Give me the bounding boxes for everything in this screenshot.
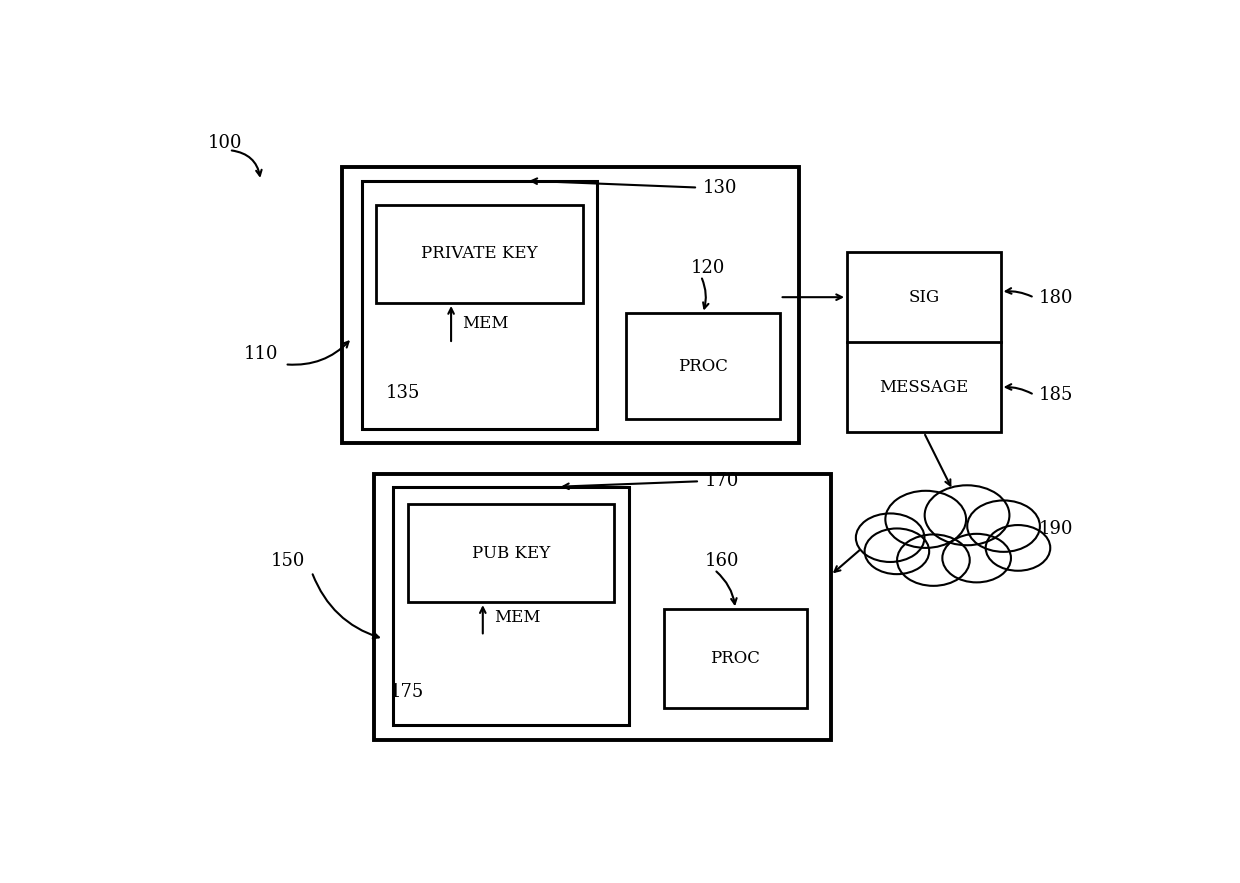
- Text: 190: 190: [1039, 520, 1074, 538]
- Bar: [376, 205, 583, 303]
- Text: 120: 120: [691, 259, 725, 276]
- Circle shape: [967, 501, 1040, 552]
- Circle shape: [885, 491, 966, 547]
- Text: 110: 110: [243, 345, 278, 363]
- Text: 100: 100: [208, 134, 242, 153]
- Text: MEM: MEM: [463, 315, 510, 332]
- Text: PRIVATE KEY: PRIVATE KEY: [422, 245, 538, 262]
- Bar: [393, 487, 629, 725]
- Circle shape: [986, 525, 1050, 570]
- Bar: [362, 181, 596, 429]
- Text: 135: 135: [386, 384, 420, 402]
- Text: PUB KEY: PUB KEY: [472, 545, 551, 562]
- Text: 160: 160: [704, 553, 739, 570]
- Circle shape: [925, 486, 1009, 545]
- Circle shape: [856, 513, 925, 562]
- Text: 130: 130: [703, 178, 738, 197]
- Bar: [847, 253, 1001, 433]
- Bar: [665, 609, 806, 707]
- Text: SIG: SIG: [908, 289, 940, 306]
- Text: PROC: PROC: [711, 650, 760, 667]
- Circle shape: [942, 534, 1011, 583]
- Text: 185: 185: [1039, 386, 1074, 404]
- Bar: [626, 313, 780, 419]
- Text: 180: 180: [1039, 289, 1074, 306]
- Bar: [342, 167, 799, 442]
- Text: PROC: PROC: [678, 358, 728, 374]
- Circle shape: [897, 534, 970, 585]
- Bar: [374, 474, 831, 740]
- Text: MESSAGE: MESSAGE: [879, 379, 968, 396]
- Text: 175: 175: [389, 683, 424, 701]
- Bar: [408, 503, 614, 602]
- Text: 170: 170: [704, 472, 739, 490]
- Text: 150: 150: [270, 553, 305, 570]
- Circle shape: [864, 528, 929, 574]
- Text: MEM: MEM: [495, 608, 541, 626]
